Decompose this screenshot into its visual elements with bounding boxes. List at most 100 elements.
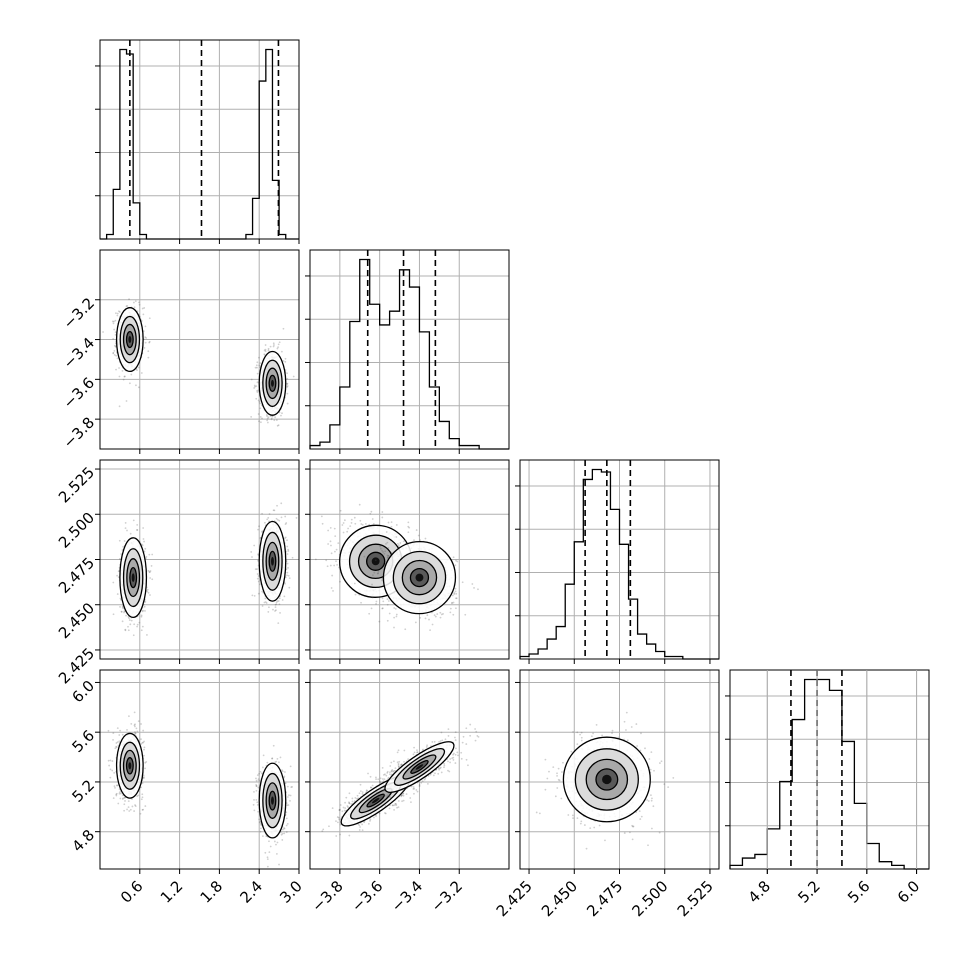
- scatter-point: [381, 607, 384, 610]
- scatter-point: [395, 615, 398, 618]
- scatter-point: [386, 603, 389, 606]
- scatter-point: [259, 583, 261, 586]
- scatter-point: [142, 808, 144, 811]
- scatter-point: [291, 556, 294, 559]
- scatter-point: [140, 372, 143, 374]
- scatter-point: [284, 360, 287, 363]
- scatter-point: [266, 419, 269, 422]
- scatter-point: [387, 554, 390, 557]
- scatter-point: [282, 327, 285, 330]
- scatter-point: [349, 525, 352, 527]
- scatter-point: [257, 413, 260, 415]
- scatter-point: [274, 416, 277, 419]
- histogram-3-frame: [729, 669, 930, 870]
- scatter-point: [346, 530, 349, 533]
- scatter-point: [449, 611, 452, 614]
- scatter-point: [255, 385, 258, 388]
- scatter-point: [145, 337, 148, 339]
- histogram-panel-2: [515, 460, 719, 664]
- scatter-point: [353, 582, 356, 585]
- scatter-point: [116, 357, 119, 360]
- y-tick-label: 2.525: [55, 463, 98, 506]
- scatter-point: [419, 539, 422, 541]
- scatter-point: [333, 564, 336, 567]
- scatter-point: [131, 805, 134, 808]
- scatter-point: [118, 558, 121, 560]
- scatter-point: [119, 597, 122, 600]
- scatter-point: [330, 587, 333, 589]
- scatter-point: [381, 516, 384, 519]
- scatter-point: [353, 516, 356, 519]
- scatter-point: [127, 625, 129, 628]
- scatter-point: [136, 310, 139, 313]
- scatter-point: [386, 541, 389, 544]
- scatter-point: [288, 586, 291, 589]
- scatter-point: [280, 350, 283, 353]
- scatter-point: [358, 503, 361, 506]
- scatter-point: [121, 370, 124, 372]
- scatter-point: [117, 802, 120, 805]
- scatter-point: [286, 562, 289, 565]
- scatter-point: [270, 418, 273, 421]
- scatter-point: [134, 732, 137, 735]
- scatter-point: [144, 547, 147, 550]
- scatter-point: [286, 386, 289, 388]
- scatter-point: [148, 570, 151, 573]
- scatter-point: [259, 407, 262, 410]
- scatter-panel-r1c0: [95, 250, 300, 454]
- scatter-point: [141, 544, 144, 547]
- scatter-point: [286, 571, 289, 574]
- scatter-point: [286, 392, 289, 395]
- scatter-point: [382, 551, 384, 553]
- scatter-point: [387, 554, 390, 557]
- density-contour: [131, 573, 135, 582]
- scatter-point: [147, 350, 150, 353]
- scatter-point: [114, 331, 117, 334]
- scatter-point: [286, 545, 289, 548]
- scatter-point: [111, 760, 114, 762]
- histogram-1-frame: [309, 249, 510, 450]
- scatter-point: [263, 353, 266, 356]
- y-tick-label: 2.425: [55, 644, 98, 687]
- scatter-point: [124, 800, 126, 802]
- scatter-point: [134, 300, 137, 303]
- scatter-point: [255, 397, 258, 400]
- scatter-point: [149, 570, 152, 572]
- scatter-point: [277, 424, 280, 427]
- scatter-point: [329, 540, 332, 543]
- scatter-point: [396, 542, 399, 545]
- scatter-point: [276, 600, 279, 603]
- scatter-point: [255, 364, 258, 367]
- scatter-point: [286, 385, 289, 387]
- scatter-point: [141, 625, 144, 628]
- scatter-point: [413, 539, 415, 542]
- scatter-point: [267, 349, 270, 352]
- scatter-point: [385, 543, 387, 545]
- scatter-point: [266, 421, 269, 424]
- scatter-point: [387, 546, 390, 549]
- scatter-point: [426, 614, 429, 617]
- histogram-step-line: [729, 678, 929, 870]
- scatter-point: [127, 800, 130, 803]
- y-tick-label: 2.475: [55, 554, 98, 597]
- scatter-point: [330, 552, 333, 555]
- scatter-point: [143, 776, 145, 779]
- scatter-point: [122, 378, 125, 381]
- scatter-point: [263, 601, 266, 604]
- scatter-point: [137, 720, 140, 723]
- scatter-point: [126, 729, 128, 731]
- scatter-point: [451, 601, 453, 604]
- scatter-point: [126, 808, 128, 811]
- scatter-point: [119, 605, 121, 608]
- scatter-point: [320, 515, 323, 518]
- scatter-point: [258, 401, 261, 403]
- scatter-point: [286, 372, 289, 375]
- scatter-point: [129, 532, 132, 535]
- scatter-point: [123, 610, 126, 613]
- scatter-point: [280, 502, 283, 505]
- scatter-point: [121, 798, 124, 800]
- scatter-point: [264, 350, 267, 353]
- scatter-point: [118, 539, 121, 542]
- scatter-point: [121, 606, 124, 609]
- scatter-point: [136, 730, 139, 733]
